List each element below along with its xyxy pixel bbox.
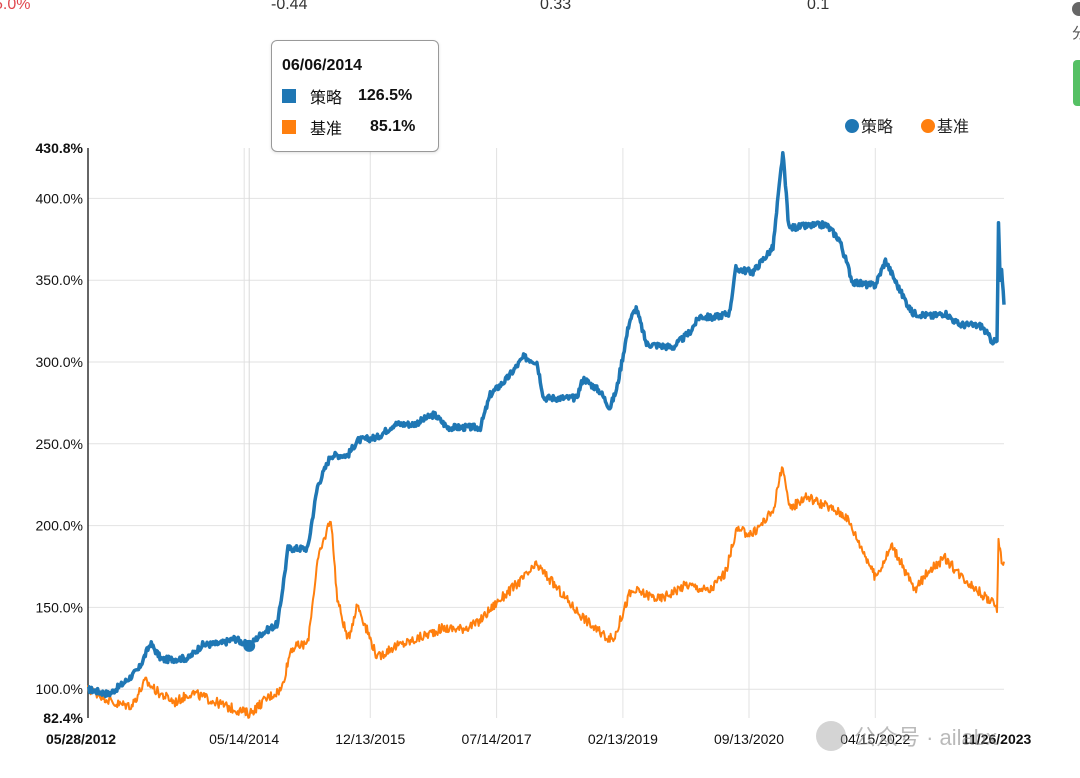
y-tick-label: 250.0% — [36, 436, 83, 452]
hover-point-strategy — [243, 639, 256, 652]
tooltip-series-name: 基准 — [310, 121, 343, 138]
x-tick-label: 05/14/2014 — [209, 731, 279, 747]
x-tick-label: 11/26/2023 — [962, 731, 1032, 747]
y-tick-label: 350.0% — [36, 272, 83, 288]
x-tick-label: 12/13/2015 — [335, 731, 405, 747]
y-tick-label: 82.4% — [43, 710, 83, 726]
tooltip-date: 06/06/2014 — [282, 57, 363, 74]
stat-value-2: -0.44 — [271, 0, 308, 13]
series-line-benchmark — [87, 466, 1005, 719]
y-tick-label: 430.8% — [36, 140, 84, 156]
legend-marker — [845, 119, 859, 133]
tooltip-row-benchmark: 基准 85.1% — [282, 118, 416, 138]
x-tick-label: 07/14/2017 — [462, 731, 532, 747]
stat-value-1: 5.0% — [0, 0, 31, 13]
tooltip-row-strategy: 策略 126.5% — [282, 87, 413, 107]
y-tick-label: 300.0% — [36, 354, 83, 370]
tooltip-swatch-strategy — [282, 89, 296, 103]
stat-value-4: 0.1 — [807, 0, 830, 13]
info-icon[interactable] — [1072, 2, 1080, 16]
y-tick-label: 100.0% — [36, 681, 83, 697]
edge-label: 分 — [1072, 25, 1080, 42]
x-tick-label: 04/15/2022 — [840, 731, 910, 747]
legend-label: 基准 — [937, 118, 969, 136]
legend-label: 策略 — [861, 118, 893, 136]
legend-marker — [921, 119, 935, 133]
series-line-strategy — [87, 151, 1006, 699]
watermark: 公众号 · ailabx — [816, 720, 997, 752]
y-tick-label: 200.0% — [36, 518, 83, 534]
tooltip-series-value: 85.1% — [370, 118, 416, 135]
stat-value-3: 0.33 — [540, 0, 572, 13]
green-action-button[interactable] — [1073, 60, 1080, 106]
watermark-text: 公众号 · ailabx — [854, 725, 998, 750]
wechat-icon — [816, 721, 846, 751]
x-tick-label: 09/13/2020 — [714, 731, 784, 747]
chart-tooltip: 06/06/2014 策略 126.5% 基准 85.1% — [271, 40, 439, 152]
y-tick-label: 150.0% — [36, 599, 83, 615]
tooltip-series-name: 策略 — [310, 90, 343, 107]
tooltip-series-value: 126.5% — [358, 87, 413, 104]
y-tick-label: 400.0% — [36, 190, 83, 206]
x-tick-label: 05/28/2012 — [46, 731, 116, 747]
tooltip-swatch-benchmark — [282, 120, 296, 134]
x-tick-label: 02/13/2019 — [588, 731, 658, 747]
